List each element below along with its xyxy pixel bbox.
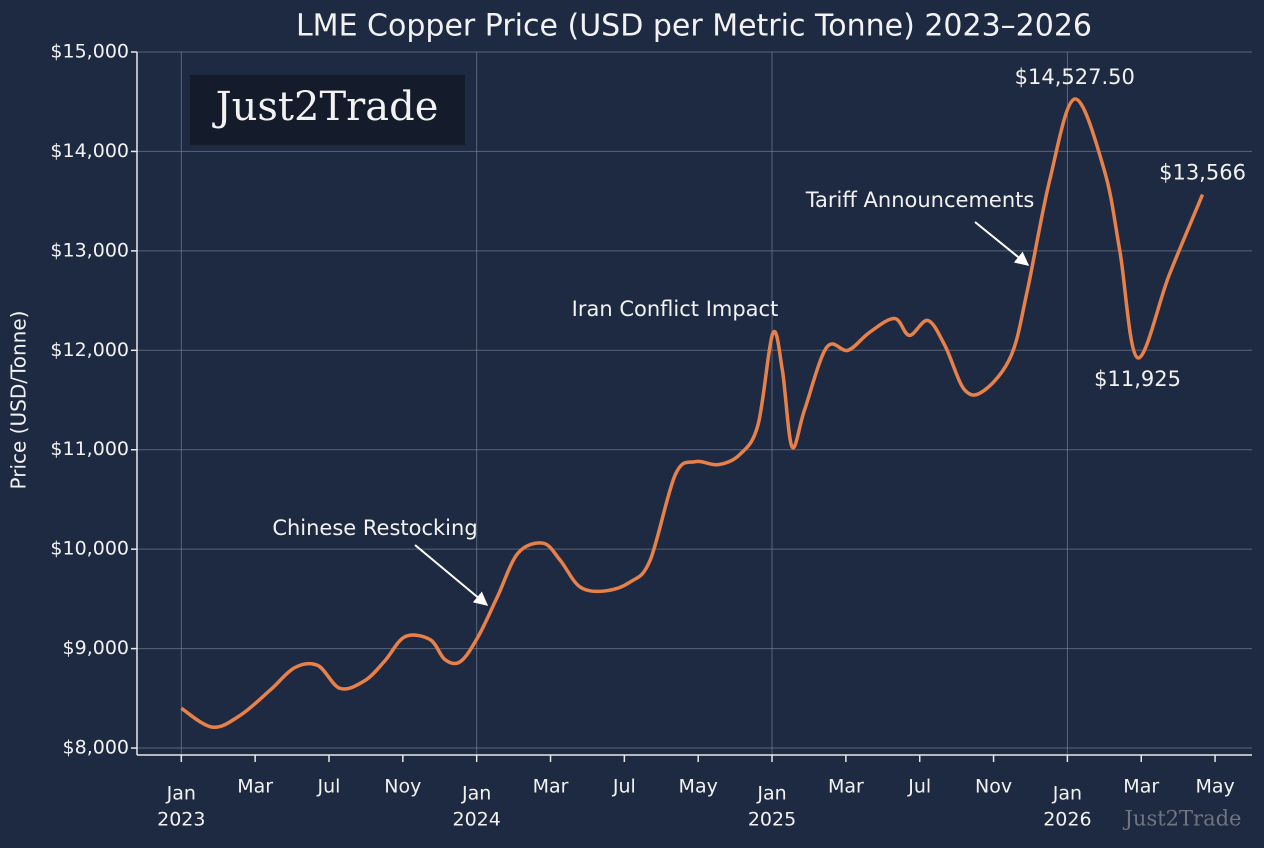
y-tick-label: $8,000 (63, 737, 129, 759)
x-tick-label: Jul (317, 776, 341, 798)
x-tick-label: Jul (612, 776, 636, 798)
x-tick-label: Jan (756, 783, 786, 805)
x-tick-label: Mar (237, 776, 273, 798)
value-label: $14,527.50 (1015, 65, 1135, 89)
y-tick-label: $12,000 (50, 339, 129, 361)
y-tick-label: $13,000 (50, 239, 129, 261)
y-tick-label: $9,000 (63, 637, 129, 659)
x-year-label: 2023 (157, 809, 205, 831)
x-year-label: 2026 (1043, 809, 1091, 831)
annotation: Iran Conflict Impact (572, 297, 779, 321)
x-tick-label: Jan (461, 783, 491, 805)
x-tick-label: Mar (1123, 776, 1159, 798)
x-tick-label: Mar (828, 776, 864, 798)
value-label: $11,925 (1094, 367, 1181, 391)
logo-box (190, 75, 465, 145)
x-year-label: 2025 (748, 809, 796, 831)
annotation-arrow (974, 221, 1030, 266)
watermark: Just2Trade (1123, 807, 1242, 831)
logo: Just2Trade (212, 84, 439, 130)
y-tick-label: $11,000 (50, 438, 129, 460)
y-tick-label: $15,000 (50, 41, 129, 63)
y-tick-label: $14,000 (50, 140, 129, 162)
x-year-label: 2024 (452, 809, 500, 831)
x-tick-label: Jan (166, 783, 196, 805)
y-tick-label: $10,000 (50, 538, 129, 560)
value-label: $13,566 (1159, 161, 1246, 185)
x-tick-label: May (679, 776, 718, 798)
annotation-arrow (414, 544, 489, 606)
x-tick-label: Jan (1052, 783, 1082, 805)
x-tick-label: Nov (975, 776, 1012, 798)
x-tick-label: Jul (907, 776, 931, 798)
x-tick-label: Mar (533, 776, 569, 798)
annotation: Tariff Announcements (805, 188, 1035, 212)
price-line (180, 97, 1205, 729)
x-tick-label: May (1195, 776, 1234, 798)
chart-title: LME Copper Price (USD per Metric Tonne) … (296, 9, 1092, 44)
y-axis-label: Price (USD/Tonne) (7, 311, 31, 490)
x-tick-label: Noy (384, 776, 421, 798)
annotation: Chinese Restocking (272, 516, 477, 540)
